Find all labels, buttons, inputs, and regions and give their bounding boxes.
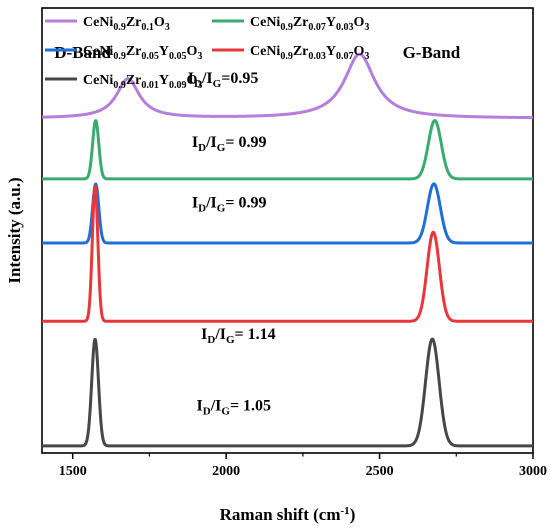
x-tick-label-3: 2500 <box>366 464 394 479</box>
plot-frame <box>41 7 534 454</box>
x-tick-label-4: 3000 <box>519 464 547 479</box>
x-tick-label-1: 1500 <box>59 464 87 479</box>
ratio-annotation-1: ID/IG=0.95 <box>188 70 259 90</box>
legend-label-1: CeNi0.9Zr0.1O3 <box>83 15 170 33</box>
legend: CeNi0.9Zr0.1O3 CeNi0.9Zr0.07Y0.03O3 CeNi0.… <box>45 15 369 91</box>
series-layer <box>41 52 534 448</box>
legend-label-2: CeNi0.9Zr0.07Y0.03O3 <box>250 15 369 33</box>
ratio-annotation-3: ID/IG= 0.99 <box>192 194 267 214</box>
series-line-4 <box>41 185 534 323</box>
axes: 1500 2000 2500 3000 Raman shift (cm-1) Intens… <box>5 177 547 524</box>
series-line-5 <box>41 337 534 448</box>
series-line-3 <box>41 182 534 245</box>
legend-label-4: CeNi0.9Zr0.03Y0.07O3 <box>250 44 369 62</box>
series-line-1 <box>41 52 534 120</box>
series-line-2 <box>41 119 534 181</box>
x-axis-title: Raman shift (cm-1) <box>220 505 356 524</box>
band-label-2: G-Band <box>403 43 461 62</box>
x-tick-label-2: 2000 <box>212 464 240 479</box>
plot-border <box>41 7 534 454</box>
legend-label-5: CeNi0.9Zr0.01Y0.09O3 <box>83 73 202 91</box>
ratio-annotation-2: ID/IG= 0.99 <box>192 134 267 154</box>
ratio-annotation-4: ID/IG= 1.14 <box>201 326 276 346</box>
legend-label-3: CeNi0.9Zr0.05Y0.05O3 <box>83 44 202 62</box>
ratio-annotation-5: ID/IG= 1.05 <box>197 397 272 417</box>
y-axis-title: Intensity (a.u.) <box>5 177 24 283</box>
annotation-layer: ID/IG=0.95 ID/IG= 0.99 ID/IG= 0.99 ID/IG= 1… <box>54 43 460 417</box>
band-label-1: D-Band <box>54 43 111 62</box>
